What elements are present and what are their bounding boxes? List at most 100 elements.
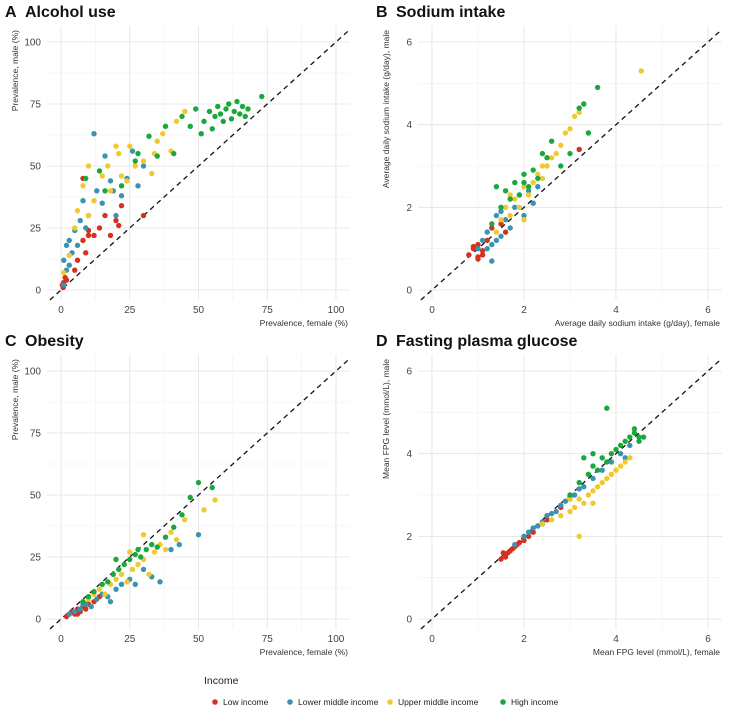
data-point xyxy=(118,193,125,199)
data-point xyxy=(118,581,125,587)
panel-title: Obesity xyxy=(25,333,84,350)
data-point xyxy=(502,554,509,560)
data-point xyxy=(539,150,546,157)
y-tick-label: 0 xyxy=(406,615,412,626)
legend-label: Low income xyxy=(223,697,269,707)
y-axis-label: Prevalence, male (%) xyxy=(10,30,20,111)
data-point xyxy=(507,212,513,219)
data-point xyxy=(489,225,495,231)
panel-letter: C xyxy=(5,333,17,350)
data-point xyxy=(617,463,624,469)
panel-b: 0 2 4 6 0 2 4 6 B Sodium intake Average daily sodi… xyxy=(376,4,723,328)
data-point xyxy=(604,475,610,482)
data-point xyxy=(182,108,188,115)
series-lmid xyxy=(512,442,633,548)
data-point xyxy=(91,198,97,204)
data-point xyxy=(489,241,495,248)
data-point xyxy=(500,550,506,556)
y-tick-label: 0 xyxy=(406,286,412,297)
data-point xyxy=(226,101,232,107)
data-point xyxy=(558,163,564,169)
x-tick-label: 25 xyxy=(124,305,136,316)
data-point xyxy=(599,455,605,461)
panels-layer: 0 25 50 75 100 0 25 50 75 100 A Alcohol use Prevalen… xyxy=(5,4,723,657)
legend-title: Income xyxy=(204,675,239,687)
data-point xyxy=(475,245,481,252)
data-point xyxy=(140,212,147,219)
data-point xyxy=(77,606,83,612)
data-point xyxy=(521,171,527,177)
data-point xyxy=(594,467,601,473)
data-point xyxy=(590,463,596,469)
data-point xyxy=(201,118,207,125)
data-point xyxy=(66,262,72,268)
x-tick-label: 2 xyxy=(521,305,527,316)
data-point xyxy=(521,179,527,186)
data-point xyxy=(539,175,546,182)
data-point xyxy=(220,118,226,125)
data-point xyxy=(83,250,89,256)
data-point xyxy=(91,232,97,239)
data-point xyxy=(88,603,94,610)
data-point xyxy=(135,561,141,568)
panel-letter: B xyxy=(376,4,388,21)
data-point xyxy=(631,430,638,436)
data-point xyxy=(116,222,122,229)
data-point xyxy=(553,508,559,515)
data-point xyxy=(502,217,509,223)
data-point xyxy=(83,175,89,182)
data-point xyxy=(209,126,215,132)
data-point xyxy=(127,143,133,149)
data-point xyxy=(146,133,152,139)
data-point xyxy=(135,183,141,189)
data-point xyxy=(525,192,532,198)
y-tick-label: 100 xyxy=(24,38,41,49)
data-point xyxy=(66,237,72,244)
data-point xyxy=(127,556,133,563)
series-high xyxy=(80,479,215,605)
data-point xyxy=(512,196,518,202)
data-point xyxy=(489,258,495,264)
data-point xyxy=(143,546,149,553)
series-high xyxy=(83,93,265,194)
data-point xyxy=(622,455,628,461)
data-point xyxy=(567,492,573,498)
data-point xyxy=(544,155,550,161)
data-point xyxy=(91,589,97,595)
data-point xyxy=(72,225,78,231)
data-point xyxy=(187,494,193,501)
series-low xyxy=(498,496,573,562)
data-point xyxy=(176,541,182,548)
reference-line-y-equals-x xyxy=(49,28,351,301)
data-point xyxy=(617,442,624,449)
panel-d: 0 2 4 6 0 2 4 6 D Fasting plasma glucose Mean FPG … xyxy=(376,333,723,657)
data-point xyxy=(154,138,160,144)
data-point xyxy=(498,217,504,223)
data-point xyxy=(548,510,555,517)
data-point xyxy=(160,131,166,137)
legend: Income Low income Lower middle income Uppe… xyxy=(204,675,559,707)
data-point xyxy=(231,108,237,115)
data-point xyxy=(162,534,169,540)
data-point xyxy=(80,198,86,204)
panel-letter: D xyxy=(376,333,388,350)
data-point xyxy=(129,148,136,154)
data-point xyxy=(212,113,218,120)
y-tick-label: 4 xyxy=(406,449,412,460)
data-point xyxy=(544,512,550,519)
data-point xyxy=(581,455,587,461)
data-point xyxy=(179,512,185,518)
data-point xyxy=(102,153,108,159)
data-point xyxy=(234,98,240,105)
x-tick-label: 4 xyxy=(613,305,619,316)
data-point xyxy=(74,257,81,263)
data-point xyxy=(237,111,243,117)
data-point xyxy=(622,459,628,465)
data-point xyxy=(608,459,615,465)
data-point xyxy=(72,267,78,273)
data-point xyxy=(493,237,500,244)
data-point xyxy=(640,434,647,440)
data-point xyxy=(484,229,490,235)
data-point xyxy=(215,103,221,110)
data-point xyxy=(94,596,100,602)
